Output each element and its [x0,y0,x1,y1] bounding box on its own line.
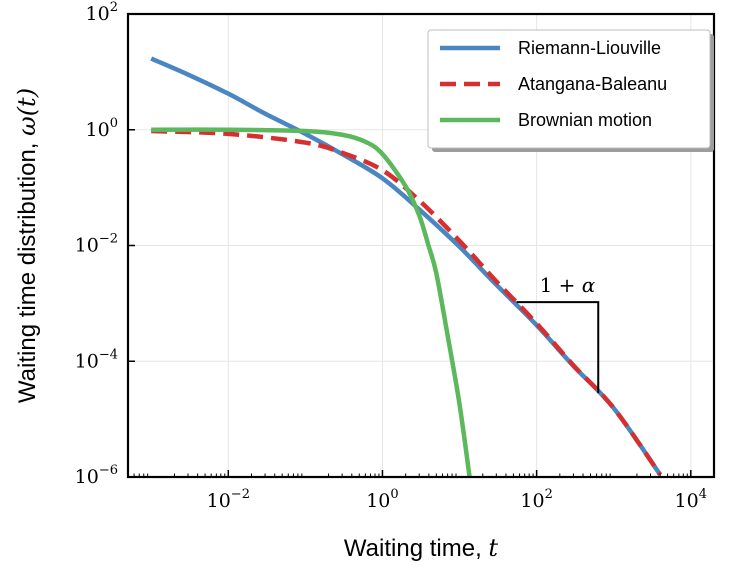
y-tick-label: 100 [86,116,118,141]
x-tick-label: 100 [366,487,398,512]
legend-label-2: Brownian motion [518,110,652,130]
plot-frame [126,12,716,479]
slope-label: 1 + α [540,273,596,297]
legend: Riemann-Liouville Atangana-Baleanu Brownia… [427,29,714,152]
y-tick-label-exp: −2 [99,232,118,247]
x-axis-label: Waiting time, t [344,534,498,562]
y-axis-label-var: ω(t) [13,88,41,136]
x-tick-label-exp: 4 [699,487,707,502]
y-tick-label-exp: −4 [99,347,118,362]
y-tick-label-base: 10 [75,466,99,488]
y-tick-label-exp: 2 [110,0,118,15]
y-tick-label: 10−6 [75,463,118,488]
y-tick-label: 10−4 [75,347,118,372]
y-tick-label-base: 10 [86,3,110,25]
slope-triangle [516,301,600,394]
y-tick-label-base: 10 [86,119,110,141]
x-tick-label-base: 10 [520,490,544,512]
y-tick-label-exp: −6 [99,463,118,478]
series-line-1 [151,128,662,476]
x-tick-label: 10−2 [207,487,250,512]
series-line-2 [151,127,472,477]
legend-label-0: Riemann-Liouville [518,38,661,58]
y-tick-label-base: 10 [75,235,99,257]
x-tick-label-base: 10 [207,490,231,512]
slope-label-prefix: 1 + [540,273,582,297]
x-tick-label-exp: 0 [390,487,398,502]
legend-items: Riemann-Liouville Atangana-Baleanu Brownia… [440,38,667,130]
y-tick-label: 10−2 [75,232,118,257]
y-axis-label: Waiting time distribution, ω(t) [13,88,41,403]
x-tick-label-exp: −2 [231,487,250,502]
y-axis-label-text: Waiting time distribution, [14,136,41,403]
series-group [150,56,662,477]
x-tick-label-exp: 2 [545,487,553,502]
x-tick-label-base: 10 [366,490,390,512]
y-tick-label-base: 10 [75,350,99,372]
x-tick-label: 102 [520,487,552,512]
x-tick-label: 104 [675,487,707,512]
x-tick-label-base: 10 [675,490,699,512]
slope-label-var: α [582,273,596,297]
slope-annotation: 1 + α [516,273,600,394]
y-tick-label-exp: 0 [110,116,118,131]
y-tick-label: 102 [86,0,118,25]
legend-label-1: Atangana-Baleanu [518,74,667,94]
x-axis-label-text: Waiting time, [344,535,488,562]
x-axis-label-var: t [488,534,498,562]
